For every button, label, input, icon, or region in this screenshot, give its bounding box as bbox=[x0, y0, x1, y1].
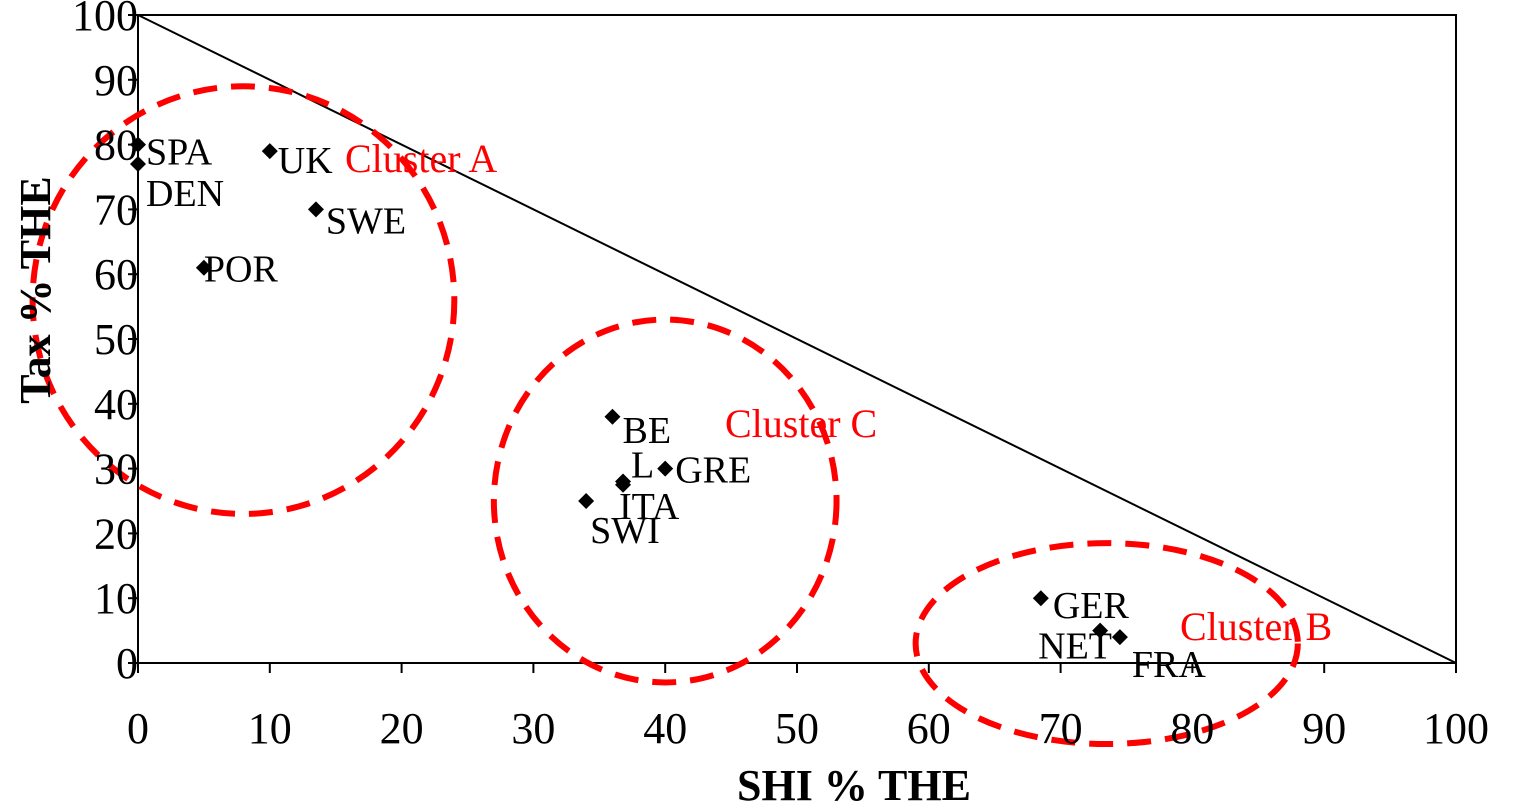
x-tick-label: 100 bbox=[1423, 704, 1489, 753]
reference-line bbox=[137, 14, 1457, 664]
data-point-fra bbox=[1111, 629, 1128, 646]
cluster-c-label: Cluster C bbox=[725, 401, 877, 446]
point-label-uk: UK bbox=[278, 140, 333, 182]
data-point-ita bbox=[615, 476, 632, 493]
clusters-layer: Cluster A Cluster C Cluster B bbox=[29, 83, 1332, 747]
y-tick-label: 40 bbox=[94, 380, 138, 429]
axes-layer bbox=[128, 14, 1457, 673]
point-label-den: DEN bbox=[146, 173, 224, 215]
x-tick-label: 70 bbox=[1039, 704, 1083, 753]
data-point-be bbox=[604, 408, 621, 425]
cluster-a-label: Cluster A bbox=[345, 136, 497, 181]
y-tick-label: 60 bbox=[94, 250, 138, 299]
data-point-ger bbox=[1032, 590, 1049, 607]
data-point-swe bbox=[307, 201, 324, 218]
y-tick-label: 90 bbox=[94, 56, 138, 105]
cluster-a-ellipse bbox=[29, 83, 458, 517]
y-tick-label: 20 bbox=[94, 509, 138, 558]
cluster-b-label: Cluster B bbox=[1180, 604, 1332, 649]
x-tick-label: 10 bbox=[248, 704, 292, 753]
reference-line-layer bbox=[137, 14, 1457, 664]
y-tick-label: 70 bbox=[94, 185, 138, 234]
point-label-ita: ITA bbox=[619, 486, 680, 528]
x-tick-label: 50 bbox=[775, 704, 819, 753]
data-point-por bbox=[195, 259, 212, 276]
tick-labels-layer: 0 10 20 30 40 50 60 70 80 90 100 0 10 20 30 40 50 60 70 80 9… bbox=[72, 0, 1489, 753]
point-label-spa: SPA bbox=[146, 132, 213, 174]
point-label-swi: SWI bbox=[590, 510, 660, 552]
point-label-por: POR bbox=[204, 249, 279, 291]
point-label-gre: GRE bbox=[675, 450, 751, 492]
point-label-be: BE bbox=[622, 410, 671, 452]
x-tick-label: 40 bbox=[643, 704, 687, 753]
x-tick-label: 20 bbox=[380, 704, 424, 753]
data-point-gre bbox=[657, 460, 674, 477]
y-tick-label: 0 bbox=[116, 639, 138, 688]
point-label-net: NET bbox=[1038, 626, 1112, 668]
x-tick-label: 0 bbox=[127, 704, 149, 753]
data-point-net bbox=[1092, 622, 1109, 639]
data-point-uk bbox=[261, 143, 278, 160]
y-tick-label: 100 bbox=[72, 0, 138, 40]
x-tick-label: 60 bbox=[907, 704, 951, 753]
point-label-ger: GER bbox=[1053, 585, 1130, 627]
y-axis-title: Tax % THE bbox=[11, 176, 60, 403]
x-tick-label: 80 bbox=[1170, 704, 1214, 753]
y-tick-label: 50 bbox=[94, 315, 138, 364]
y-tick-label: 10 bbox=[94, 574, 138, 623]
data-point-den bbox=[130, 156, 146, 173]
data-point-swi bbox=[578, 493, 595, 509]
x-tick-label: 90 bbox=[1302, 704, 1346, 753]
cluster-c-ellipse bbox=[490, 316, 840, 686]
x-axis-title: SHI % THE bbox=[737, 761, 971, 807]
point-label-l: L bbox=[631, 445, 654, 487]
x-tick-label: 30 bbox=[511, 704, 555, 753]
point-label-swe: SWE bbox=[326, 200, 406, 242]
y-tick-label: 80 bbox=[94, 121, 138, 170]
point-label-fra: FRA bbox=[1132, 644, 1206, 686]
data-point-spa bbox=[130, 136, 146, 153]
cluster-b-ellipse bbox=[912, 540, 1301, 747]
y-tick-label: 30 bbox=[94, 445, 138, 494]
